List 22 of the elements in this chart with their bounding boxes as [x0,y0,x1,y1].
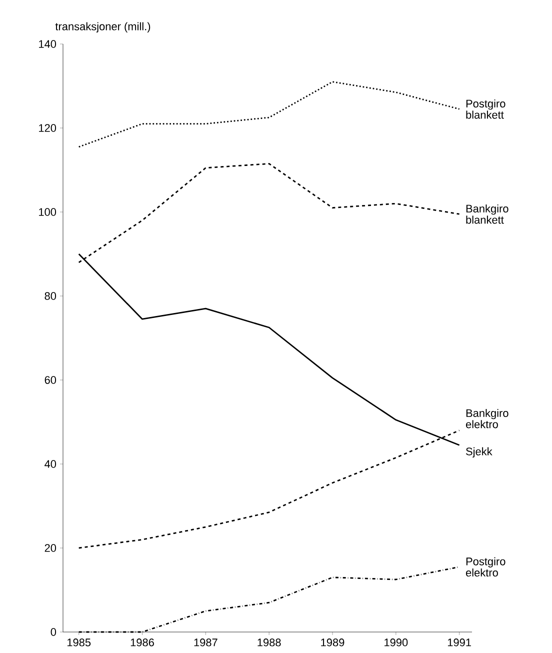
x-tick-label: 1986 [130,638,154,646]
x-tick-label: 1987 [194,638,218,646]
line-series [78,81,460,148]
y-tick-label: 40 [44,460,56,468]
y-tick-label: 80 [44,292,56,300]
series-label: Bankgiro elektro [466,408,508,428]
y-tick-label: 100 [39,208,56,216]
x-tick-label: 1991 [448,638,471,646]
x-tick-label: 1985 [67,638,91,646]
series-label: Postgiro elektro [466,557,506,577]
y-tick-label: 60 [44,376,56,384]
y-tick-label: 120 [39,124,56,132]
y-axis-title: transaksjoner (mill.) [55,22,150,32]
series-label: Bankgiro blankett [466,204,508,224]
series-label: Postgiro blankett [466,99,506,119]
y-tick-label: 20 [44,544,56,552]
x-tick-label: 1989 [321,638,344,646]
y-tick-label: 140 [39,40,56,48]
series-label: Sjekk [466,447,492,458]
x-tick-label: 1990 [384,638,408,646]
y-tick-label: 0 [50,628,56,636]
x-tick-label: 1988 [258,638,281,646]
